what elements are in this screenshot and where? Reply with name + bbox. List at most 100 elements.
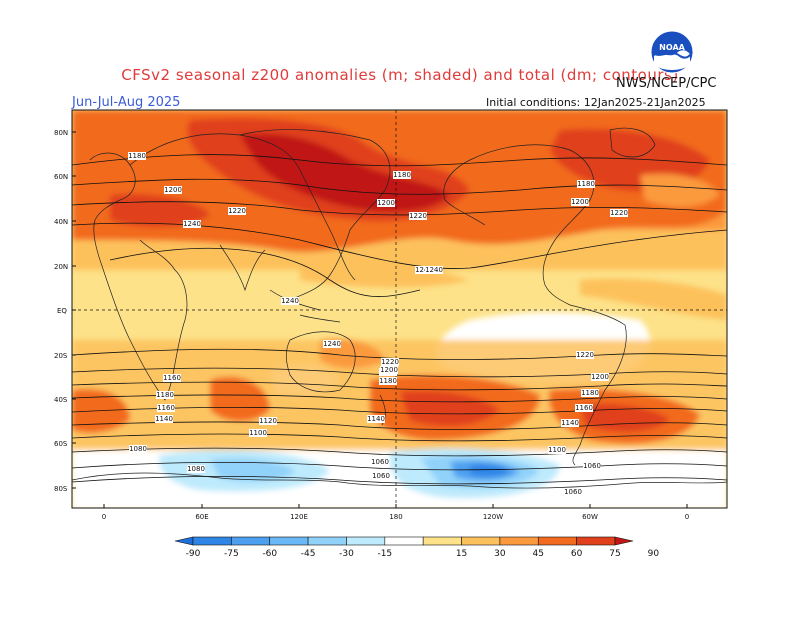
colorbar-tick-label: -15 [377, 549, 392, 559]
contour-label: 1100 [548, 446, 566, 454]
contour-label: 1200 [164, 186, 182, 194]
contour-label: 1160 [163, 374, 181, 382]
contour-label: 1220 [576, 351, 594, 359]
colorbar-tick-label: -30 [339, 549, 354, 559]
lon-label: 60E [195, 513, 208, 521]
colorbar-segment [307, 536, 347, 546]
colorbar-tick-label: 30 [494, 549, 506, 559]
contour-label: 1080 [129, 445, 147, 453]
contour-label: 1060 [371, 458, 389, 466]
contour-label: 1080 [187, 465, 205, 473]
lon-label: 60W [582, 513, 598, 521]
colorbar-segment [461, 536, 501, 546]
map-frame [71, 109, 728, 509]
contour-label-box [323, 340, 341, 348]
contour-label: 1140 [561, 419, 579, 427]
colorbar-arrow-right [614, 536, 634, 546]
colorbar-segment [576, 536, 616, 546]
contour-label-box [577, 180, 595, 188]
contour-label: 1220 [610, 209, 628, 217]
colorbar-tick-label: -90 [186, 549, 201, 559]
contour-label-box [367, 415, 385, 423]
season-label: Jun-Jul-Aug 2025 [72, 95, 181, 110]
contour-label-box [591, 373, 609, 381]
contour-label: 1200 [591, 373, 609, 381]
lon-label: 180 [389, 513, 402, 521]
contour-label: 1220 [228, 207, 246, 215]
lat-label: 80N [54, 129, 68, 137]
contour-label: 1180 [577, 180, 595, 188]
contour-label: 1180 [156, 391, 174, 399]
contour-label-box [561, 419, 579, 427]
contour-labels: 1180120012201240118012001220124011801200… [128, 152, 628, 496]
height-contours [72, 154, 727, 485]
colorbar-segment [499, 536, 539, 546]
contour-label: 1240 [425, 266, 443, 274]
contour-label-box [409, 212, 427, 220]
contour-label-box [372, 472, 390, 480]
contour-label: 1180 [581, 389, 599, 397]
colorbar-segment [422, 536, 462, 546]
colorbar-segment [346, 536, 386, 546]
colorbar-tick-label: -60 [262, 549, 277, 559]
contour-label-box [571, 198, 589, 206]
colorbar-segment [537, 536, 577, 546]
lat-label: 60N [54, 173, 68, 181]
contour-label: 1140 [367, 415, 385, 423]
logo-text: NOAA [659, 43, 685, 52]
latitude-labels: 80N 60N 40N 20N EQ 20S 40S 60S 80S [54, 129, 68, 493]
contour-label: 1240 [183, 220, 201, 228]
contour-label: 1160 [157, 404, 175, 412]
noaa-logo-icon: NOAA [650, 30, 694, 74]
contour-label-box [156, 391, 174, 399]
colorbar-arrow-left [174, 536, 194, 546]
contour-label-box [583, 462, 601, 470]
contour-label: 1120 [259, 417, 277, 425]
contour-label-box [610, 209, 628, 217]
contour-label-box [379, 377, 397, 385]
contour-label: 1060 [372, 472, 390, 480]
colorbar-segment [384, 536, 424, 546]
coastlines [72, 127, 727, 489]
contour-label-box [371, 458, 389, 466]
contour-label-box [564, 488, 582, 496]
contour-label: 1220 [381, 358, 399, 366]
colorbar-tick-label: 15 [456, 549, 467, 559]
contour-label-box [393, 171, 411, 179]
colorbar-segment [192, 536, 232, 546]
colorbar-tick-label: -45 [301, 549, 316, 559]
lat-label: 20N [54, 263, 68, 271]
colorbar-tick-label: 75 [609, 549, 620, 559]
contour-label-box [259, 417, 277, 425]
contour-label: 1200 [380, 366, 398, 374]
contour-label: 1220 [409, 212, 427, 220]
contour-label-box [581, 389, 599, 397]
agency-label: NWS/NCEP/CPC [616, 76, 717, 91]
lon-label: 0 [685, 513, 689, 521]
longitude-labels: 0 60E 120E 180 120W 60W 0 [102, 513, 689, 521]
contour-label: 1100 [249, 429, 267, 437]
lon-label: 120E [290, 513, 308, 521]
contour-label-box [548, 446, 566, 454]
lat-label: 40N [54, 218, 68, 226]
contour-label-box [155, 415, 173, 423]
lat-label: 80S [54, 485, 68, 493]
contour-label-box [228, 207, 246, 215]
contour-label: 1060 [583, 462, 601, 470]
colorbar-segment [269, 536, 309, 546]
lat-label: 40S [54, 396, 68, 404]
map-title: CFSv2 seasonal z200 anomalies (m; shaded… [121, 66, 679, 84]
contour-label: 1180 [128, 152, 146, 160]
contour-label-box [425, 266, 443, 274]
contour-label-box [377, 199, 395, 207]
colorbar: -90 -75 -60 -45 -30 -15 15 30 45 60 75 90 [174, 536, 659, 559]
lon-label: 0 [102, 513, 106, 521]
contour-label-box [183, 220, 201, 228]
contour-label: 1180 [379, 377, 397, 385]
colorbar-tick-label: 45 [533, 549, 544, 559]
colorbar-tick-label: -75 [224, 549, 239, 559]
contour-label: 1240 [281, 297, 299, 305]
contour-label-box [281, 297, 299, 305]
contour-label-box [249, 429, 267, 437]
